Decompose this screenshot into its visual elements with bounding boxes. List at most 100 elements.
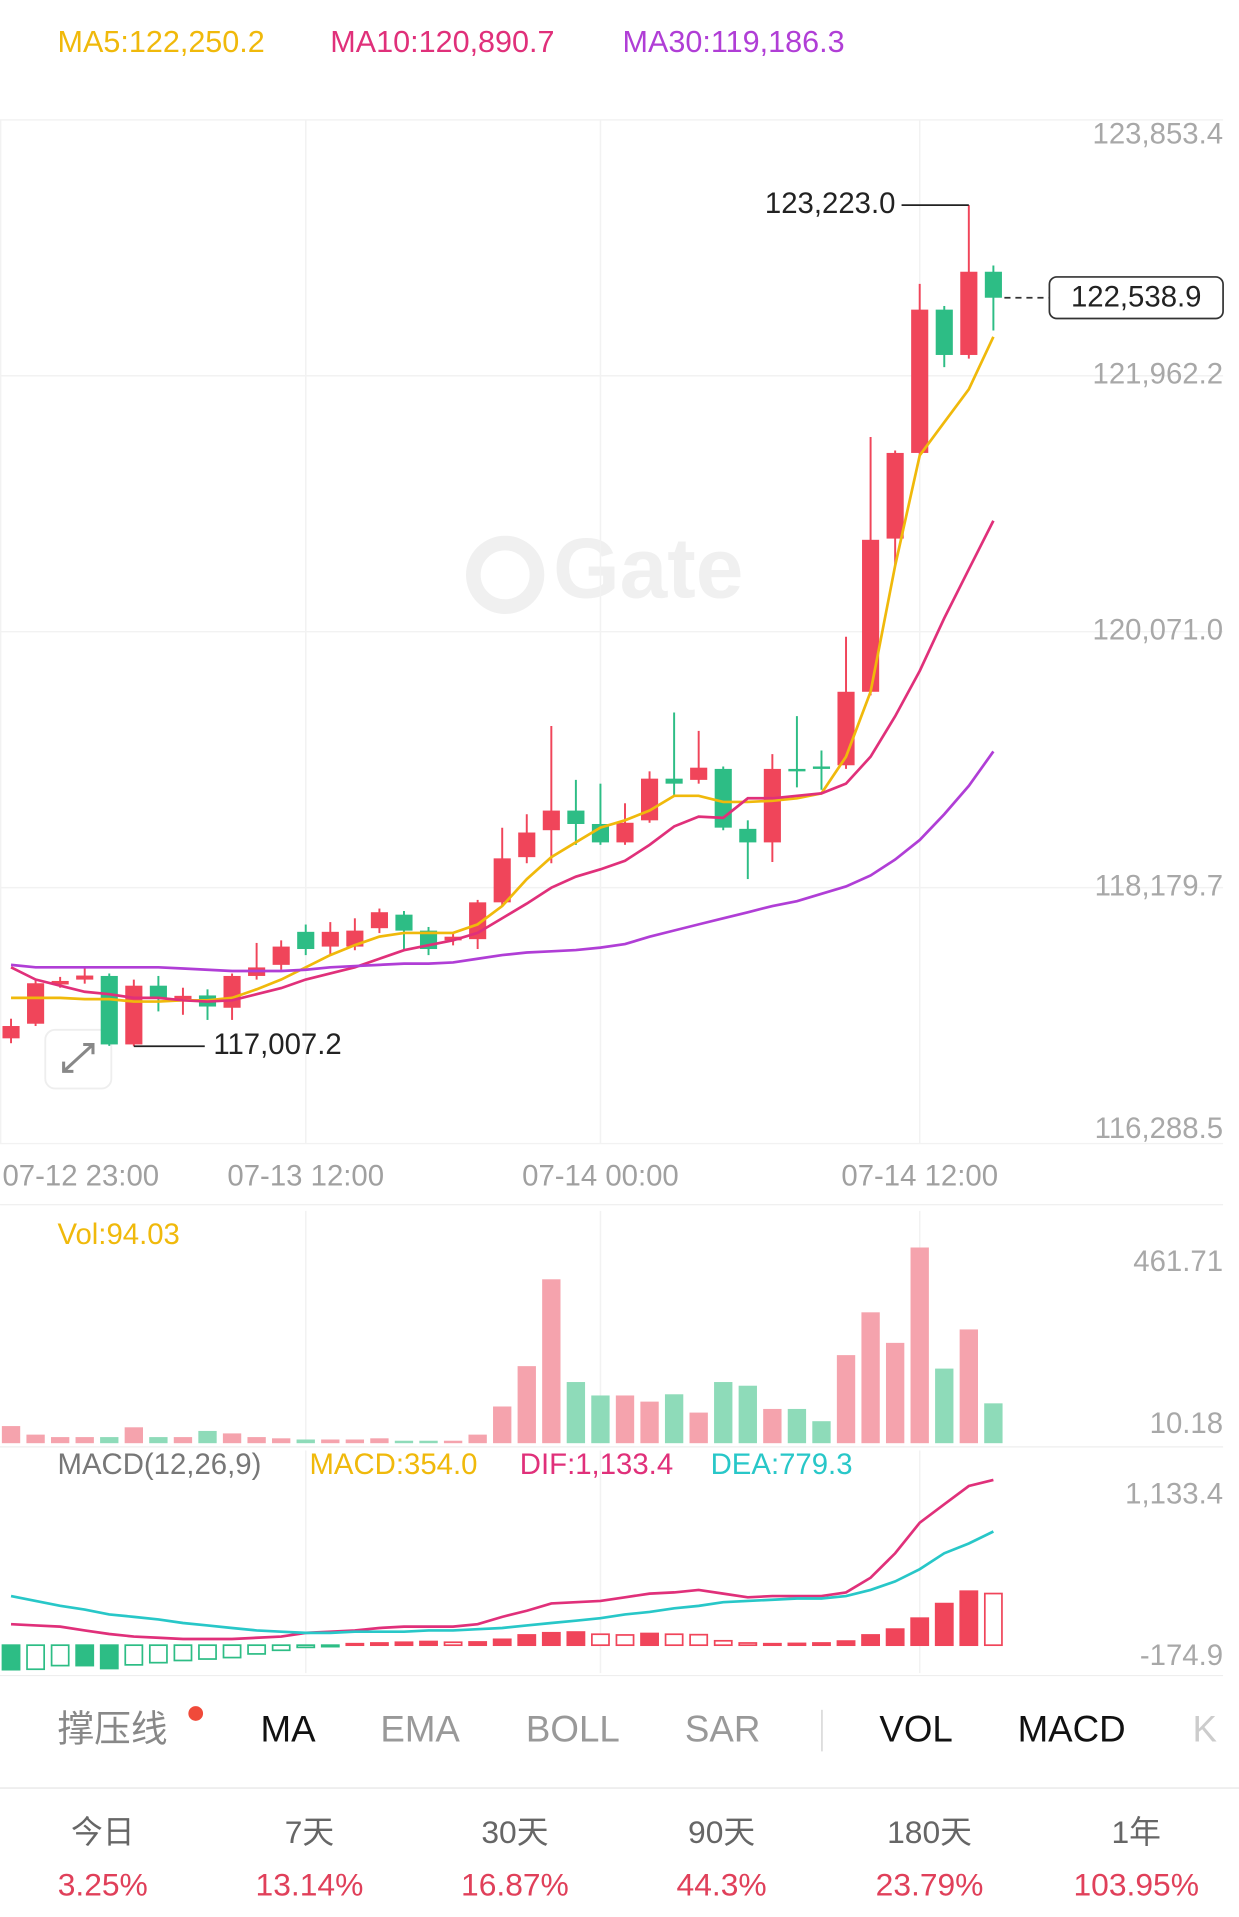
macd-bar	[640, 1632, 659, 1647]
volume-bar	[787, 1408, 807, 1444]
indicator-tab[interactable]: SAR	[685, 1709, 760, 1750]
macd-bar	[689, 1633, 709, 1647]
price-tag	[1048, 276, 1224, 320]
expand-icon	[62, 1042, 95, 1073]
period-change[interactable]: 23.79%	[876, 1867, 984, 1903]
macd-bar	[271, 1644, 291, 1652]
candle-body	[395, 914, 413, 931]
candle-body	[763, 768, 781, 843]
candle-body	[493, 858, 511, 903]
macd-bar	[173, 1644, 193, 1662]
candle-body	[125, 985, 143, 1045]
period-change[interactable]: 103.95%	[1074, 1867, 1199, 1903]
macd-bar	[885, 1628, 905, 1647]
y-tick-label: -174.9	[1140, 1639, 1223, 1672]
period-label[interactable]: 今日	[71, 1814, 135, 1850]
volume-bar	[26, 1434, 45, 1444]
volume-bar	[370, 1438, 389, 1444]
watermark-logo	[466, 535, 545, 614]
indicator-line	[10, 750, 995, 973]
candle-body	[51, 980, 69, 985]
y-tick-label: 123,853.4	[1093, 118, 1224, 151]
legend-entry: MA5:122,250.2	[58, 25, 265, 59]
volume-bar	[664, 1394, 684, 1444]
macd-bar	[198, 1644, 217, 1660]
period-change[interactable]: 3.25%	[58, 1867, 148, 1903]
indicator-tab[interactable]: 撑压线	[58, 1709, 168, 1750]
indicator-tab[interactable]: BOLL	[526, 1709, 620, 1750]
volume-bar	[222, 1433, 242, 1444]
y-tick-label: 121,962.2	[1093, 358, 1224, 391]
macd-bar	[566, 1631, 586, 1647]
candle-body	[542, 810, 560, 831]
candle-body	[444, 936, 462, 941]
macd-bar	[762, 1642, 782, 1647]
volume-bar	[861, 1312, 880, 1444]
candle-body	[591, 823, 610, 843]
volume-bar	[198, 1430, 217, 1444]
period-label[interactable]: 180天	[887, 1814, 972, 1850]
indicator-tab[interactable]: VOL	[879, 1709, 952, 1750]
period-label[interactable]: 30天	[481, 1814, 548, 1850]
macd-bar	[812, 1642, 831, 1647]
volume-bar	[272, 1438, 291, 1444]
x-tick-label: 07-13 12:00	[227, 1160, 384, 1193]
indicator-tab[interactable]: EMA	[380, 1709, 460, 1750]
indicator-tab[interactable]: MA	[261, 1709, 317, 1750]
candle-body	[297, 931, 315, 950]
period-label[interactable]: 1年	[1112, 1814, 1161, 1850]
high-label: 123,223.0	[765, 187, 896, 220]
watermark: Gate	[553, 520, 743, 616]
volume-bar	[100, 1437, 119, 1444]
macd-bar	[345, 1642, 365, 1647]
period-change[interactable]: 44.3%	[677, 1867, 767, 1903]
period-change[interactable]: 16.87%	[461, 1867, 569, 1903]
indicator-line	[10, 1530, 994, 1635]
indicator-tab[interactable]: K	[1192, 1709, 1217, 1750]
macd-bar	[713, 1639, 733, 1647]
macd-bar	[615, 1634, 635, 1647]
macd-bar	[983, 1592, 1003, 1647]
volume-bar	[615, 1395, 635, 1444]
candle-body	[788, 768, 806, 772]
volume-bar	[517, 1366, 536, 1444]
macd-title: MACD(12,26,9)	[58, 1448, 262, 1481]
volume-bar	[812, 1421, 831, 1444]
volume-bar	[468, 1434, 487, 1444]
macd-bar	[836, 1640, 856, 1647]
period-label[interactable]: 7天	[285, 1814, 334, 1850]
period-change[interactable]: 13.14%	[256, 1867, 364, 1903]
volume-bar	[50, 1437, 70, 1444]
candle-body	[174, 995, 192, 1000]
y-tick-label: 116,288.5	[1095, 1112, 1223, 1145]
volume-bar	[75, 1437, 94, 1444]
indicator-line	[10, 1478, 994, 1641]
candle-body	[616, 822, 634, 843]
candle-body	[76, 975, 94, 980]
candle-body	[739, 828, 757, 843]
macd-bar	[861, 1634, 881, 1647]
candle-body	[149, 985, 167, 999]
volume-bar	[345, 1439, 365, 1444]
indicator-tab[interactable]: MACD	[1018, 1709, 1126, 1750]
candle-body	[100, 975, 118, 1045]
macd-bar	[517, 1634, 537, 1647]
expand-button[interactable]	[44, 1028, 113, 1090]
y-tick-label: 1,133.4	[1125, 1478, 1223, 1511]
macd-bar	[369, 1642, 389, 1647]
volume-bar	[910, 1247, 929, 1444]
period-label[interactable]: 90天	[688, 1814, 755, 1850]
macd-bar	[664, 1633, 684, 1647]
x-tick-label: 07-12 23:00	[2, 1160, 159, 1193]
candle-body	[321, 931, 339, 947]
y-tick-label: 10.18	[1150, 1407, 1223, 1440]
candle-body	[862, 539, 880, 692]
macd-bar	[591, 1633, 610, 1647]
volume-bar	[321, 1439, 340, 1444]
volume-bar	[394, 1440, 414, 1444]
macd-bar	[910, 1617, 930, 1647]
macd-bar	[50, 1644, 70, 1667]
y-tick-label: 118,179.7	[1095, 869, 1223, 902]
candle-body	[886, 452, 904, 539]
